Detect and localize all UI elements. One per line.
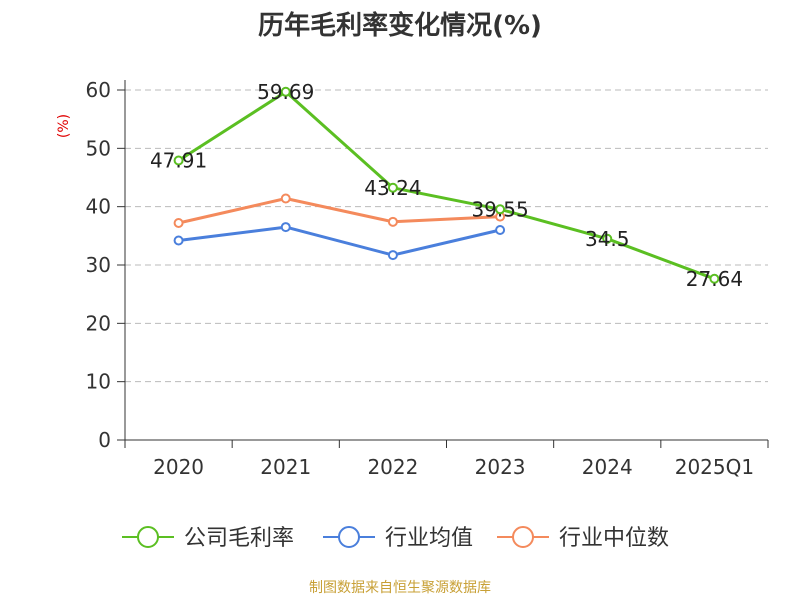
x-tick-label: 2023	[475, 455, 526, 479]
data-point	[387, 250, 398, 261]
chart-title: 历年毛利率变化情况(%)	[258, 10, 542, 41]
y-tick-label: 50	[86, 136, 111, 160]
x-tick-label: 2020	[153, 455, 204, 479]
legend-swatch-marker	[137, 526, 159, 548]
data-label: 39.55	[471, 197, 528, 221]
y-tick-label: 60	[86, 78, 111, 102]
series-layer	[173, 86, 720, 284]
data-point	[709, 273, 720, 284]
data-point	[602, 233, 613, 244]
x-tick-label: 2022	[367, 455, 418, 479]
data-point	[387, 216, 398, 227]
data-label: 59.69	[257, 80, 314, 104]
x-tick-label: 2025Q1	[675, 455, 754, 479]
series-line	[178, 225, 501, 257]
data-point	[173, 235, 184, 246]
legend-label: 行业均值	[385, 526, 473, 551]
legend-label: 公司毛利率	[184, 526, 294, 551]
legend-swatch-marker	[338, 526, 360, 548]
data-point	[280, 193, 291, 204]
x-tick-label: 2024	[582, 455, 633, 479]
source-note: 制图数据来自恒生聚源数据库	[309, 580, 491, 596]
legend-swatch-marker	[512, 526, 534, 548]
data-point	[280, 86, 291, 97]
data-point	[495, 204, 506, 215]
data-label: 27.64	[686, 267, 743, 291]
axis-layer: 0 10 20 30 40 50 60 2020 2021 2022 2023 2024 2025Q1	[86, 78, 769, 479]
legend-item: 公司毛利率	[122, 526, 294, 551]
data-point	[387, 182, 398, 193]
y-tick-label: 40	[86, 195, 111, 219]
legend: 公司毛利率 行业均值 行业中位数	[122, 526, 669, 551]
y-tick-label: 0	[98, 428, 111, 452]
series-line	[177, 90, 715, 281]
grid-layer	[125, 89, 768, 383]
data-label: 47.91	[150, 149, 207, 173]
series-line	[178, 197, 501, 225]
y-tick-label: 20	[86, 311, 111, 335]
data-point	[173, 218, 184, 228]
legend-item: 行业中位数	[497, 526, 669, 551]
data-label: 34.5	[585, 227, 630, 251]
legend-item: 行业均值	[323, 526, 473, 551]
data-point	[173, 155, 184, 166]
data-label: 43.24	[364, 176, 421, 200]
data-point	[495, 225, 506, 235]
data-point	[280, 222, 291, 233]
y-axis-label: (%)	[56, 114, 72, 138]
data-label-layer: 47.91 59.69 43.24 39.55 34.5 27.64	[150, 80, 743, 291]
y-tick-label: 30	[86, 253, 111, 277]
y-tick-label: 10	[86, 370, 111, 394]
legend-label: 行业中位数	[559, 526, 669, 551]
x-tick-label: 2021	[260, 455, 311, 479]
